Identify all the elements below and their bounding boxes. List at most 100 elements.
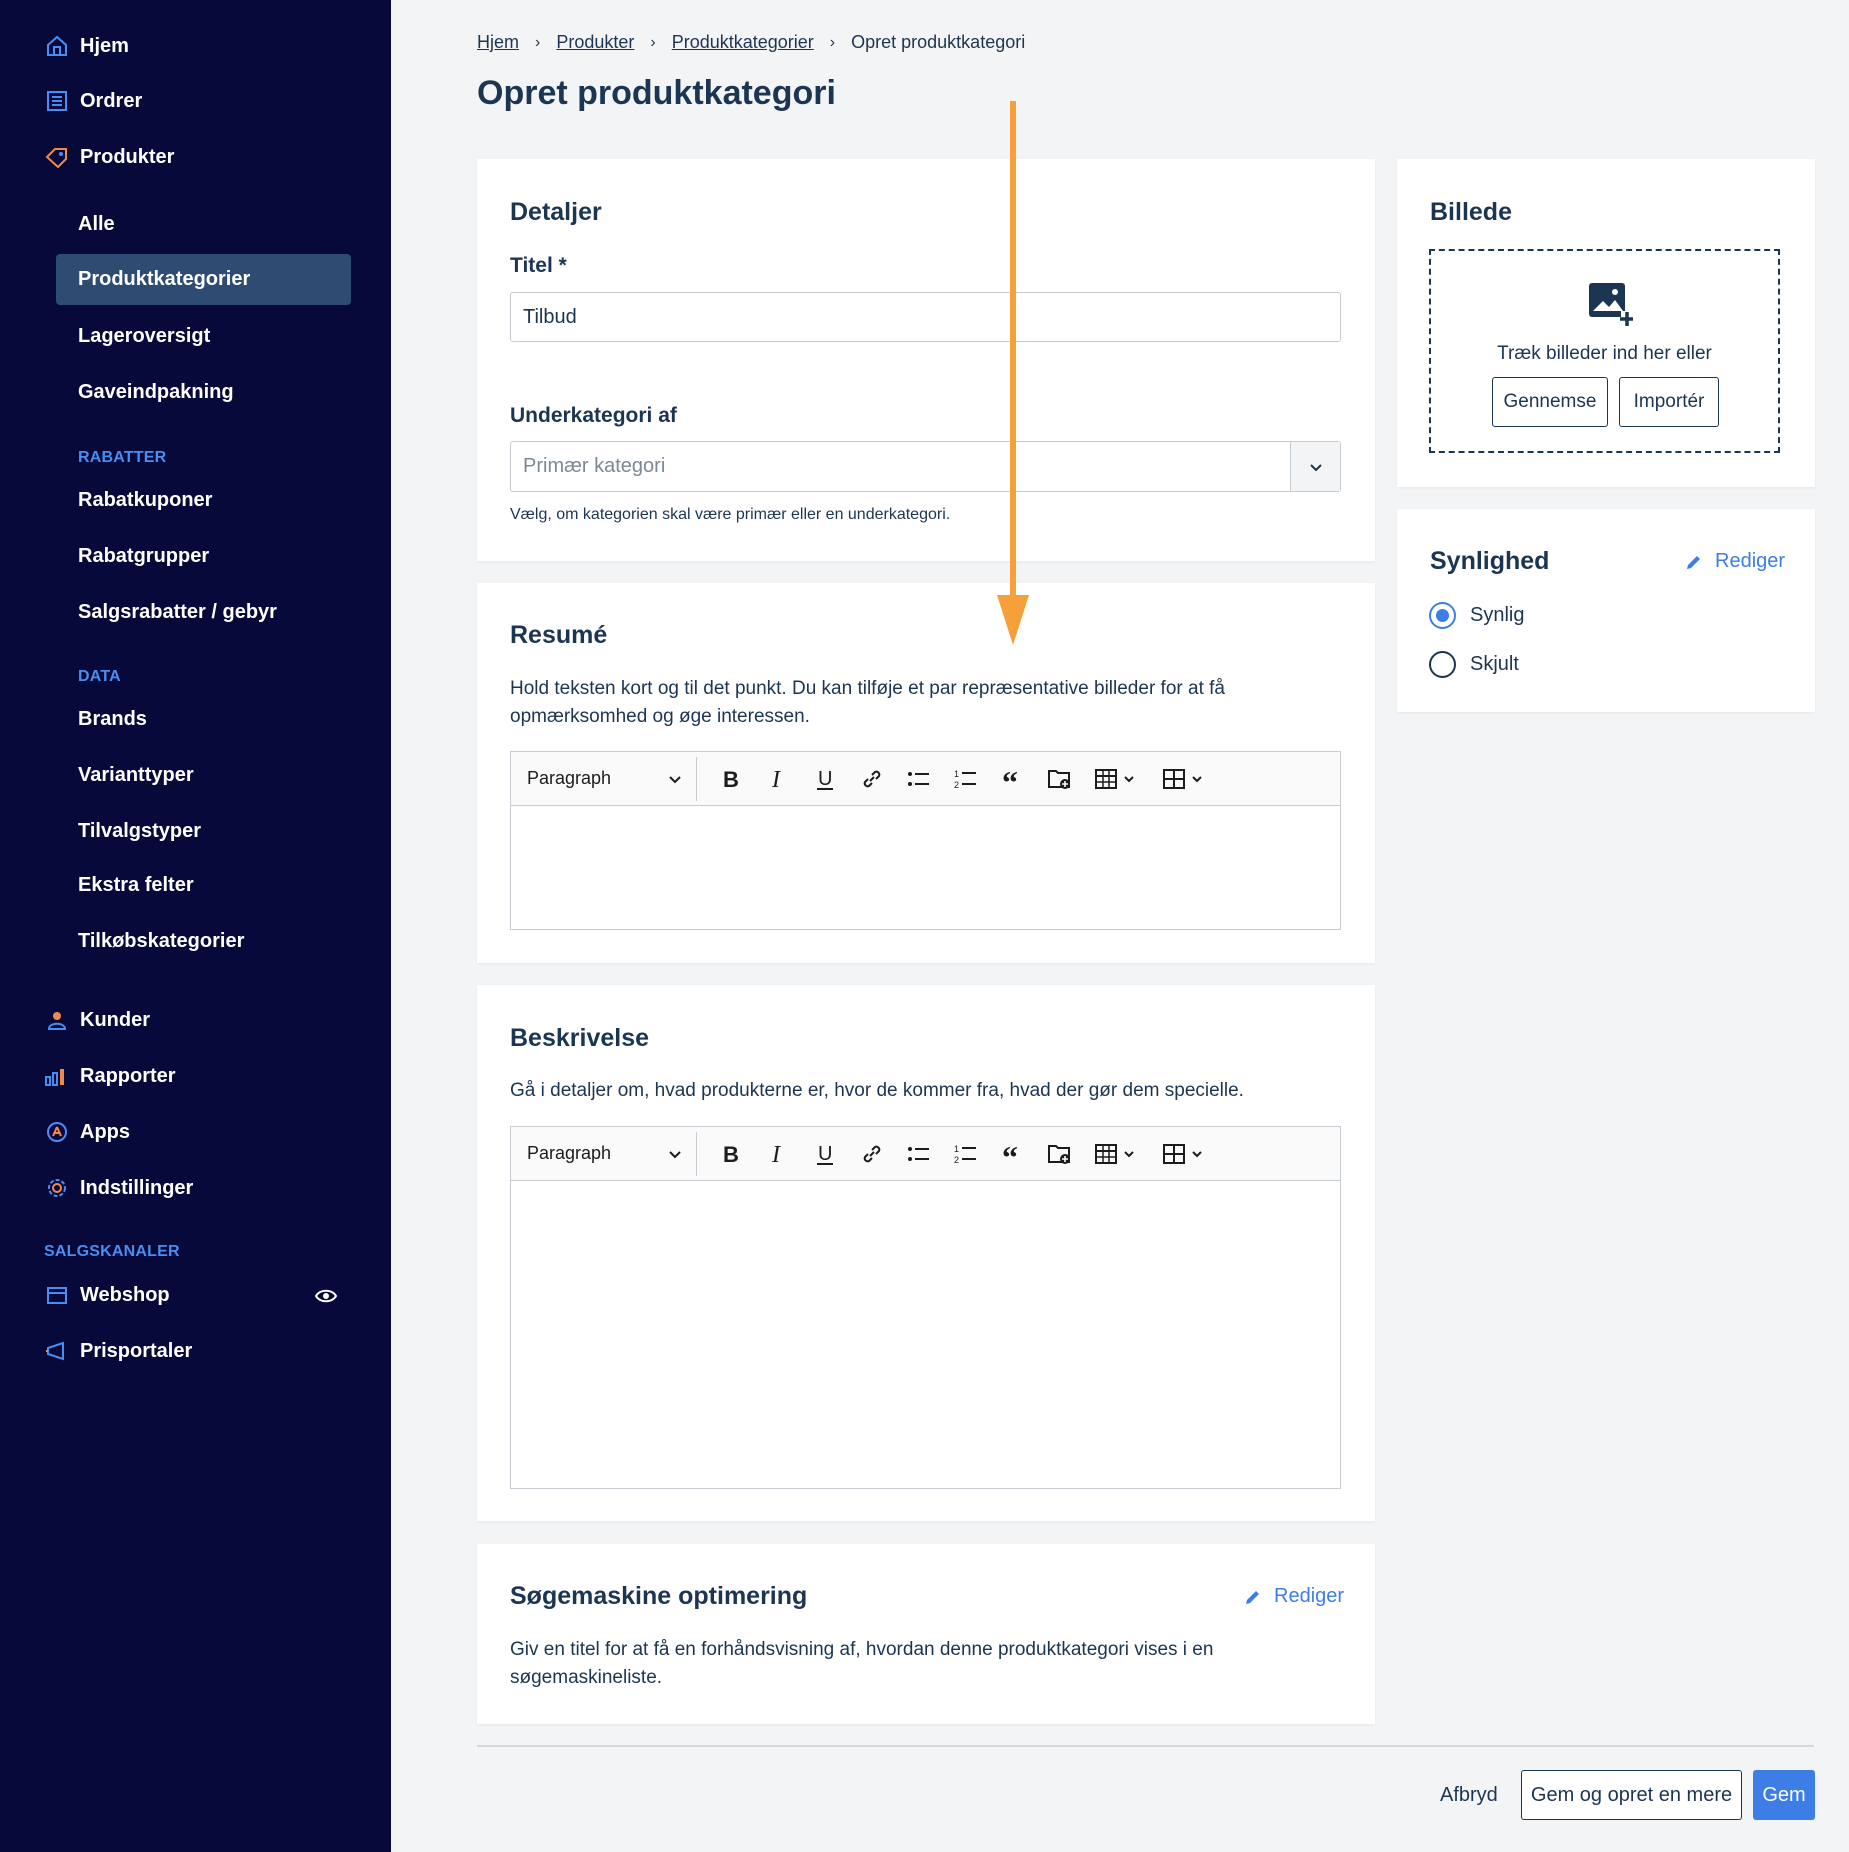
import-button[interactable]: Importér xyxy=(1619,377,1719,427)
quote-icon[interactable]: “ xyxy=(989,1134,1036,1174)
sub-lageroversigt[interactable]: Lageroversigt xyxy=(78,325,211,347)
breadcrumb-produktkategorier[interactable]: Produktkategorier xyxy=(671,32,814,52)
paragraph-style-select[interactable]: Paragraph xyxy=(527,1131,697,1176)
sub-varianttyper[interactable]: Varianttyper xyxy=(78,764,194,786)
section-rabatter: RABATTER xyxy=(78,449,167,466)
summary-editor-body[interactable] xyxy=(511,806,1340,929)
bold-icon[interactable]: B xyxy=(707,1134,754,1174)
underline-icon[interactable]: U xyxy=(801,1134,848,1174)
bold-icon[interactable]: B xyxy=(707,759,754,799)
svg-text:2: 2 xyxy=(954,780,959,790)
table-icon[interactable] xyxy=(1083,1134,1151,1174)
bullet-list-icon[interactable] xyxy=(895,1134,942,1174)
tag-icon xyxy=(44,144,70,170)
seo-edit-link[interactable]: Rediger xyxy=(1244,1585,1344,1608)
section-data: DATA xyxy=(78,668,121,685)
user-icon xyxy=(44,1007,70,1033)
parent-category-placeholder: Primær kategori xyxy=(523,455,666,477)
breadcrumb: Hjem › Produkter › Produktkategorier › O… xyxy=(477,32,1025,53)
details-card xyxy=(477,159,1375,561)
visibility-option-synlig[interactable]: Synlig xyxy=(1429,602,1524,629)
page-title: Opret produktkategori xyxy=(477,74,836,112)
image-dropzone[interactable]: Træk billeder ind her eller xyxy=(1429,249,1780,453)
sub-gaveindpakning[interactable]: Gaveindpakning xyxy=(78,381,234,403)
dropzone-text: Træk billeder ind her eller xyxy=(1497,343,1712,364)
sub-ekstra-felter[interactable]: Ekstra felter xyxy=(78,874,194,896)
svg-text:I: I xyxy=(771,768,781,790)
nav-prisportaler[interactable]: Prisportaler xyxy=(44,1336,192,1366)
grid-icon[interactable] xyxy=(1151,759,1219,799)
description-editor-body[interactable] xyxy=(511,1181,1340,1488)
chevron-down-icon[interactable] xyxy=(1290,442,1340,491)
section-salgskanaler: SALGSKANALER xyxy=(44,1243,180,1260)
save-and-create-another-button[interactable]: Gem og opret en mere xyxy=(1521,1770,1742,1820)
sub-rabatkuponer[interactable]: Rabatkuponer xyxy=(78,489,213,511)
radio-checked[interactable] xyxy=(1429,602,1456,629)
chart-icon xyxy=(44,1063,70,1089)
chevron-right-icon: › xyxy=(650,33,656,51)
link-icon[interactable] xyxy=(848,1134,895,1174)
sub-salgsrabatter[interactable]: Salgsrabatter / gebyr xyxy=(78,601,277,623)
insert-media-icon[interactable] xyxy=(1036,759,1083,799)
insert-media-icon[interactable] xyxy=(1036,1134,1083,1174)
seo-description: Giv en titel for at få en forhåndsvisnin… xyxy=(510,1639,1214,1688)
store-icon xyxy=(44,1282,70,1308)
nav-ordrer[interactable]: Ordrer xyxy=(44,86,142,116)
cancel-button[interactable]: Afbryd xyxy=(1440,1784,1498,1806)
breadcrumb-produkter[interactable]: Produkter xyxy=(556,32,635,52)
chevron-down-icon xyxy=(669,1150,681,1158)
paragraph-style-select[interactable]: Paragraph xyxy=(527,756,697,801)
add-image-icon xyxy=(1589,283,1633,327)
breadcrumb-current: Opret produktkategori xyxy=(851,32,1026,52)
svg-text:“: “ xyxy=(1002,1144,1018,1164)
nav-label: Apps xyxy=(80,1120,130,1143)
nav-kunder[interactable]: Kunder xyxy=(44,1005,150,1035)
nav-webshop[interactable]: Webshop xyxy=(44,1280,170,1310)
underline-icon[interactable]: U xyxy=(801,759,848,799)
sub-rabatgrupper[interactable]: Rabatgrupper xyxy=(78,545,210,567)
sub-produktkategorier[interactable]: Produktkategorier xyxy=(56,254,351,305)
sub-tilkobskategorier[interactable]: Tilkøbskategorier xyxy=(78,930,245,952)
nav-apps[interactable]: Apps xyxy=(44,1117,130,1147)
table-icon[interactable] xyxy=(1083,759,1151,799)
eye-icon[interactable] xyxy=(314,1284,338,1308)
breadcrumb-hjem[interactable]: Hjem xyxy=(477,32,520,52)
details-title: Detaljer xyxy=(510,198,602,226)
visibility-edit-label: Rediger xyxy=(1715,550,1786,572)
sub-alle[interactable]: Alle xyxy=(78,213,115,235)
sub-tilvalgstyper[interactable]: Tilvalgstyper xyxy=(78,820,202,842)
sub-brands[interactable]: Brands xyxy=(78,708,147,730)
title-input[interactable]: Tilbud xyxy=(510,292,1341,342)
browse-button[interactable]: Gennemse xyxy=(1492,377,1608,427)
save-button[interactable]: Gem xyxy=(1753,1770,1815,1820)
megaphone-icon xyxy=(44,1338,70,1364)
nav-hjem[interactable]: Hjem xyxy=(44,31,129,61)
link-icon[interactable] xyxy=(848,759,895,799)
summary-title: Resumé xyxy=(510,621,608,649)
visibility-edit-link[interactable]: Rediger xyxy=(1685,550,1785,573)
nav-indstillinger[interactable]: Indstillinger xyxy=(44,1173,193,1203)
radio-unchecked[interactable] xyxy=(1429,651,1456,678)
grid-icon[interactable] xyxy=(1151,1134,1219,1174)
svg-text:U: U xyxy=(818,1143,832,1165)
chevron-right-icon: › xyxy=(535,33,541,51)
visibility-card xyxy=(1397,509,1815,712)
sidebar: Hjem Ordrer Produkter Alle Produktkatego… xyxy=(0,0,391,1852)
nav-label: Rapporter xyxy=(80,1064,176,1087)
svg-text:“: “ xyxy=(1002,769,1018,789)
svg-text:I: I xyxy=(771,1143,781,1165)
quote-icon[interactable]: “ xyxy=(989,759,1036,799)
italic-icon[interactable]: I xyxy=(754,759,801,799)
italic-icon[interactable]: I xyxy=(754,1134,801,1174)
nav-produkter[interactable]: Produkter xyxy=(44,142,174,172)
nav-rapporter[interactable]: Rapporter xyxy=(44,1061,176,1091)
bullet-list-icon[interactable] xyxy=(895,759,942,799)
visibility-option-skjult[interactable]: Skjult xyxy=(1429,651,1519,678)
nav-label: Kunder xyxy=(80,1008,150,1031)
paragraph-style-label: Paragraph xyxy=(527,1143,612,1163)
parent-category-select[interactable]: Primær kategori xyxy=(510,441,1341,492)
